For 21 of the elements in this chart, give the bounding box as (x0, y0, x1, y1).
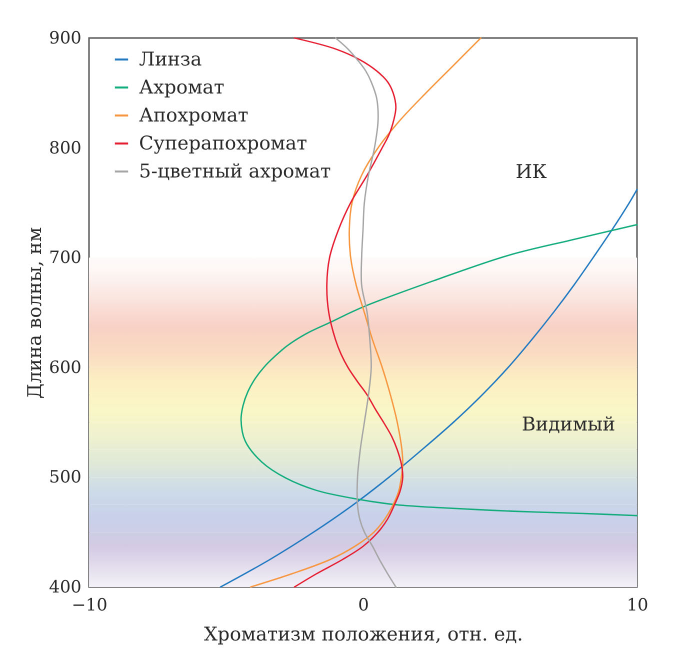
line-series (240, 224, 638, 516)
y-tick-label: 800 (49, 138, 82, 158)
y-tick-label: 400 (49, 578, 82, 598)
legend-label: Суперапохромат (139, 132, 308, 154)
y-axis-title: Длина волны, нм (24, 226, 46, 399)
annotation: ИК (516, 160, 548, 183)
x-tick-label: −10 (72, 596, 108, 616)
line-series (334, 37, 397, 588)
x-axis-title: Хроматизм положения, отн. ед. (204, 624, 523, 646)
x-tick-label: 0 (358, 596, 369, 616)
y-tick-label: 900 (49, 28, 82, 48)
legend-label: Линза (139, 48, 202, 70)
y-tick-label: 500 (49, 468, 82, 488)
y-tick-label: 700 (49, 248, 82, 268)
annotation: Видимый (522, 413, 616, 436)
line-series (220, 188, 638, 588)
x-tick-label: 10 (626, 596, 648, 616)
y-tick-label: 600 (49, 358, 82, 378)
legend-label: Ахромат (139, 76, 224, 98)
legend-label: 5-цветный ахромат (139, 160, 331, 182)
legend-label: Апохромат (139, 104, 248, 126)
